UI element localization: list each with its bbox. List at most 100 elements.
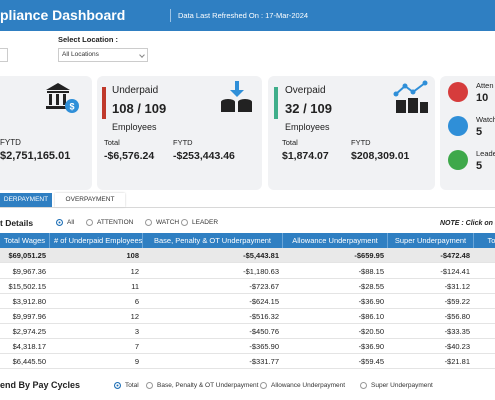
overpaid-count: 32 / 109: [285, 101, 332, 116]
radio[interactable]: [146, 381, 153, 389]
table-cell: $9,967.36: [12, 267, 46, 276]
underpaid-title: Underpaid: [112, 85, 159, 96]
filter-option[interactable]: LEADER: [181, 218, 218, 227]
filter-label: All: [67, 219, 75, 226]
details-title: t Details: [0, 218, 34, 228]
table-cell: $9,997.96: [12, 312, 46, 321]
radio[interactable]: [56, 218, 63, 226]
radio[interactable]: [86, 218, 93, 226]
table-cell: 7: [134, 342, 139, 351]
trend-option[interactable]: Base, Penalty & OT Underpayment: [146, 381, 258, 390]
tab[interactable]: DERPAYMENT: [0, 193, 52, 207]
fytd-value: $2,751,165.01: [0, 150, 71, 162]
column-header: Total Wages: [0, 233, 50, 248]
underpaid-total-value: -$6,576.24: [104, 150, 155, 162]
table-cell: -$659.95: [354, 251, 384, 260]
table-cell: -$33.35: [444, 327, 470, 336]
underpaid-unit: Employees: [112, 122, 157, 132]
tab[interactable]: OVERPAYMENT: [55, 193, 125, 207]
trend-title: end By Pay Cycles: [0, 380, 81, 390]
location-dropdown[interactable]: [58, 48, 148, 62]
radio[interactable]: [260, 381, 267, 389]
table-cell: 12: [130, 267, 139, 276]
table-cell: -$56.80: [444, 312, 470, 321]
table-row: [0, 279, 495, 294]
underpaid-total-label: Total: [104, 138, 120, 147]
table-cell: -$472.48: [440, 251, 470, 260]
table-cell: -$21.81: [444, 357, 470, 366]
overpaid-card: [268, 76, 435, 190]
filter-label: ATTENTION: [97, 219, 134, 226]
trend-label: Super Underpayment: [371, 382, 433, 389]
status-label: Atten: [476, 81, 494, 90]
table-cell: -$31.12: [444, 282, 470, 291]
table-cell: 12: [130, 312, 139, 321]
underpaid-icon: [221, 81, 252, 112]
header-title: pliance Dashboard: [0, 7, 126, 23]
radio[interactable]: [114, 381, 121, 389]
status-label: Watch: [476, 115, 495, 124]
bank-icon: $: [46, 83, 79, 113]
table-cell: $3,912.80: [12, 297, 46, 306]
table-cell: -$40.23: [444, 342, 470, 351]
filter-label: LEADER: [192, 219, 219, 226]
radio[interactable]: [145, 218, 152, 226]
table-cell: 6: [134, 297, 139, 306]
trend-option[interactable]: Total: [114, 381, 139, 390]
table-cell: -$450.76: [249, 327, 279, 336]
overpaid-accent: [274, 87, 278, 119]
trend-option[interactable]: Super Underpayment: [360, 381, 433, 390]
table-row: [0, 248, 495, 263]
radio[interactable]: [181, 218, 188, 226]
table-cell: $2,974.25: [12, 327, 46, 336]
table-cell: -$20.50: [358, 327, 384, 336]
filter-option[interactable]: ATTENTION: [86, 218, 133, 227]
table-cell: $4,318.17: [12, 342, 46, 351]
table-row: [0, 294, 495, 309]
column-header: Allowance Underpayment: [283, 233, 388, 248]
table-cell: -$516.32: [249, 312, 279, 321]
table-row: [0, 354, 495, 369]
column-header: To: [474, 233, 495, 248]
header-bar: [0, 0, 495, 31]
table-row: [0, 324, 495, 339]
leader-icon: [448, 150, 468, 170]
radio[interactable]: [360, 381, 367, 389]
table-cell: 3: [134, 327, 139, 336]
filter-option[interactable]: WATCH: [145, 218, 179, 227]
filter-option[interactable]: All: [56, 218, 74, 227]
column-header: Super Underpayment: [388, 233, 474, 248]
table-cell: -$36.90: [358, 297, 384, 306]
table-cell: $69,051.25: [8, 251, 46, 260]
table-cell: -$28.55: [358, 282, 384, 291]
svg-text:$: $: [69, 102, 74, 112]
table-cell: -$88.15: [358, 267, 384, 276]
underpaid-fytd-value: -$253,443.46: [173, 150, 235, 162]
status-value: 5: [476, 126, 483, 138]
table-cell: -$723.67: [249, 282, 279, 291]
table-row: [0, 309, 495, 324]
table-cell: -$59.22: [444, 297, 470, 306]
total-card: [0, 76, 92, 190]
underpaid-accent: [102, 87, 106, 119]
overpaid-total-label: Total: [282, 138, 298, 147]
table-cell: -$365.90: [249, 342, 279, 351]
table-cell: 108: [126, 251, 139, 260]
status-value: 5: [476, 160, 483, 172]
note: NOTE : Click on a: [440, 220, 495, 227]
underpaid-card: [97, 76, 262, 190]
trend-option[interactable]: Allowance Underpayment: [260, 381, 345, 390]
table-cell: -$36.90: [358, 342, 384, 351]
attention-icon: [448, 82, 468, 102]
watch-icon: [448, 116, 468, 136]
left-dropdown[interactable]: [0, 48, 8, 62]
table-cell: -$124.41: [440, 267, 470, 276]
trend-label: Total: [125, 382, 139, 389]
overpaid-fytd-value: $208,309.01: [351, 150, 410, 162]
overpaid-icon: [393, 80, 428, 113]
table-cell: 11: [131, 282, 139, 291]
overpaid-unit: Employees: [285, 122, 330, 132]
table-row: [0, 264, 495, 279]
underpaid-fytd-label: FYTD: [173, 138, 193, 147]
